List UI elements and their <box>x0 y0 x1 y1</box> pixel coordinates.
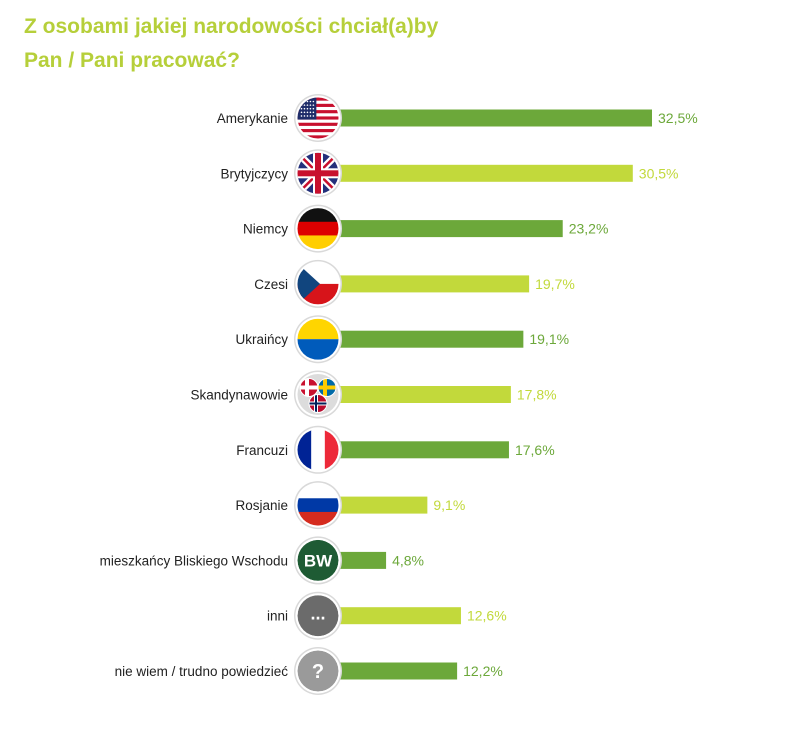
value-label: 12,6% <box>467 608 507 624</box>
value-label: 30,5% <box>639 165 679 181</box>
bar <box>340 164 633 182</box>
category-label: Brytyjczycy <box>221 166 289 181</box>
ukraine-flag-icon <box>294 315 342 364</box>
category-label: Francuzi <box>236 443 288 458</box>
value-label: 23,2% <box>569 221 609 237</box>
category-label: Niemcy <box>243 222 288 237</box>
russia-flag-icon <box>294 481 342 530</box>
category-label: Rosjanie <box>235 498 288 513</box>
bar <box>340 386 511 403</box>
category-label: Ukraińcy <box>235 332 288 347</box>
value-label: 17,8% <box>517 387 557 403</box>
value-label: 12,2% <box>463 663 503 679</box>
icon-text-question: ? <box>312 661 324 683</box>
chart-title-line-2: Pan / Pani pracować? <box>24 49 240 72</box>
germany-flag-icon <box>294 204 342 253</box>
chart-title: Z osobami jakiej narodowości chciał(a)by… <box>24 10 584 78</box>
others-ellipsis-icon: ... <box>294 591 342 640</box>
bar <box>340 496 428 514</box>
category-label: inni <box>267 609 288 624</box>
category-label: nie wiem / trudno powiedzieć <box>115 664 289 679</box>
uk-flag-icon <box>294 149 342 198</box>
value-label: 4,8% <box>392 552 424 568</box>
value-label: 19,1% <box>529 331 569 347</box>
chart-title-line-1: Z osobami jakiej narodowości chciał(a)by <box>24 15 439 38</box>
value-label: 19,7% <box>535 276 575 292</box>
france-flag-icon <box>294 425 342 474</box>
bar <box>340 662 458 680</box>
category-label: Skandynawowie <box>190 388 288 403</box>
value-label: 17,6% <box>515 442 555 458</box>
bar <box>340 441 509 459</box>
bar <box>340 220 563 238</box>
icon-text-ellipsis: ... <box>310 604 325 624</box>
value-label: 32,5% <box>658 110 698 126</box>
category-label: Czesi <box>254 277 288 292</box>
us-flag-icon <box>294 94 342 142</box>
icon-text-bw: BW <box>304 551 333 570</box>
value-label: 9,1% <box>433 497 465 513</box>
bar <box>340 551 387 569</box>
bar <box>340 330 524 348</box>
middle-east-bw-icon: BW <box>294 536 342 585</box>
bar <box>340 607 461 625</box>
category-label: mieszkańcy Bliskiego Wschodu <box>100 553 288 568</box>
bar <box>340 275 530 293</box>
bar <box>340 109 652 127</box>
scandinavia-flags-icon <box>294 370 342 419</box>
category-label: Amerykanie <box>217 111 288 126</box>
unknown-question-icon: ? <box>294 647 342 695</box>
czech-flag-icon <box>294 259 342 308</box>
